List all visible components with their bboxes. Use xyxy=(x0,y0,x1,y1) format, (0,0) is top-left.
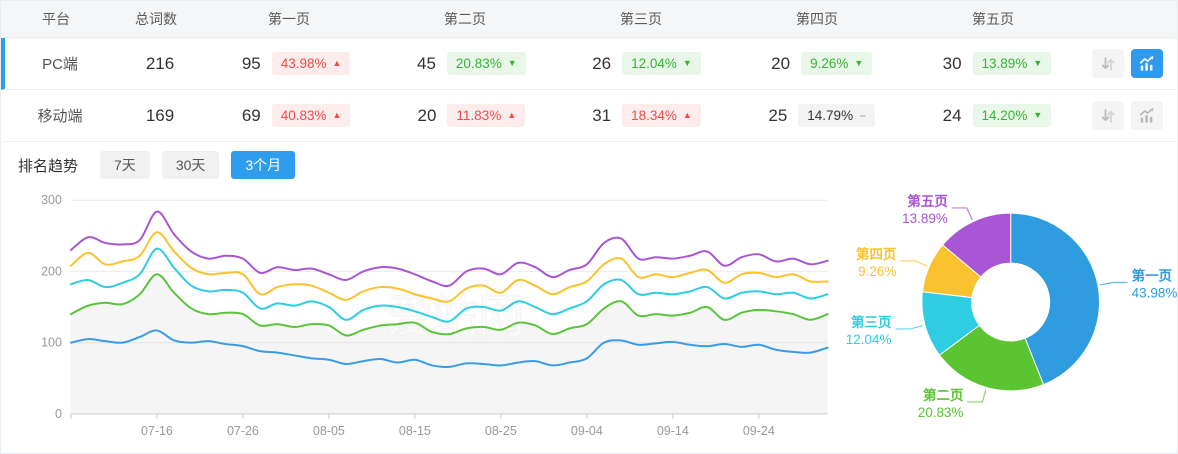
table-row-pc[interactable]: PC端 216 95 43.98% ▲ 45 20.83% ▼ 26 12.04% ▼… xyxy=(1,38,1177,90)
trend-chart-button[interactable] xyxy=(1130,49,1163,78)
change-direction-icon: ▲ xyxy=(507,110,517,120)
svg-text:12.04%: 12.04% xyxy=(845,332,891,347)
page3-stat: 26 12.04% ▼ xyxy=(555,51,730,76)
page-count: 25 xyxy=(768,105,788,125)
svg-text:第一页: 第一页 xyxy=(1131,268,1171,284)
table-row-mobile[interactable]: 移动端 169 69 40.83% ▲ 20 11.83% ▲ 31 18.34% ▲… xyxy=(1,90,1177,142)
change-badge: 18.34% ▲ xyxy=(622,103,701,128)
change-badge: 14.20% ▼ xyxy=(972,103,1052,128)
page-count: 26 xyxy=(592,53,612,73)
col-header-platform: 平台 xyxy=(42,11,70,27)
tab-7-days[interactable]: 7天 xyxy=(100,151,150,179)
change-direction-icon: ▲ xyxy=(682,110,692,120)
page-count: 20 xyxy=(771,53,791,73)
page1-stat: 95 43.98% ▲ xyxy=(205,51,380,76)
change-badge: 9.26% ▼ xyxy=(801,51,873,76)
change-badge: 20.83% ▼ xyxy=(446,51,526,76)
page5-stat: 30 13.89% ▼ xyxy=(906,51,1081,76)
page-count: 95 xyxy=(241,53,261,73)
svg-text:300: 300 xyxy=(41,193,62,207)
page2-stat: 45 20.83% ▼ xyxy=(380,51,555,76)
col-header-page4: 第四页 xyxy=(796,11,838,27)
svg-text:20.83%: 20.83% xyxy=(917,405,963,420)
page-count: 31 xyxy=(592,105,612,125)
change-direction-icon: ▼ xyxy=(854,58,864,68)
rank-table: 平台 总词数 第一页 第二页 第三页 第四页 第五页 PC端 216 95 43… xyxy=(1,1,1177,142)
svg-text:第三页: 第三页 xyxy=(851,314,891,330)
trend-chart-icon xyxy=(1139,107,1154,123)
sort-arrows-icon xyxy=(1101,108,1115,123)
row-actions xyxy=(1081,101,1177,130)
change-badge: 12.04% ▼ xyxy=(622,51,701,76)
tab-3-months[interactable]: 3个月 xyxy=(231,151,296,179)
svg-text:0: 0 xyxy=(55,407,62,421)
svg-text:07-16: 07-16 xyxy=(141,424,173,438)
col-header-page5: 第五页 xyxy=(972,11,1014,27)
change-badge: 13.89% ▼ xyxy=(972,51,1052,76)
col-header-total: 总词数 xyxy=(135,11,177,27)
change-direction-icon: − xyxy=(859,108,867,123)
page2-stat: 20 11.83% ▲ xyxy=(380,103,555,128)
svg-text:100: 100 xyxy=(41,336,62,350)
svg-text:43.98%: 43.98% xyxy=(1131,285,1177,300)
col-header-page3: 第三页 xyxy=(620,11,662,27)
svg-text:09-14: 09-14 xyxy=(657,424,689,438)
svg-text:200: 200 xyxy=(41,264,62,278)
page4-stat: 20 9.26% ▼ xyxy=(731,51,906,76)
svg-text:第四页: 第四页 xyxy=(856,246,896,262)
sort-arrows-icon xyxy=(1101,56,1115,71)
svg-text:第二页: 第二页 xyxy=(923,387,963,403)
charts-area: 爱站网 07-16 07-26 08-05 08-15 08-25 09-04 09-14 09… xyxy=(1,188,1177,452)
change-direction-icon: ▼ xyxy=(682,58,692,68)
svg-text:09-24: 09-24 xyxy=(743,424,775,438)
table-header-row: 平台 总词数 第一页 第二页 第三页 第四页 第五页 xyxy=(1,1,1177,38)
platform-label: PC端 xyxy=(42,56,78,73)
sort-button[interactable] xyxy=(1091,101,1124,130)
total-words-value: 216 xyxy=(145,53,175,73)
row-actions xyxy=(1081,49,1177,78)
svg-text:13.89%: 13.89% xyxy=(902,211,948,226)
change-badge: 11.83% ▲ xyxy=(447,103,526,128)
svg-text:08-15: 08-15 xyxy=(399,424,431,438)
platform-label: 移动端 xyxy=(37,108,83,125)
col-header-page1: 第一页 xyxy=(268,11,310,27)
svg-text:9.26%: 9.26% xyxy=(858,264,896,279)
page-count: 20 xyxy=(417,105,437,125)
svg-text:07-26: 07-26 xyxy=(227,424,259,438)
page5-stat: 24 14.20% ▼ xyxy=(906,103,1081,128)
svg-text:09-04: 09-04 xyxy=(571,424,603,438)
change-direction-icon: ▲ xyxy=(332,58,342,68)
svg-text:08-05: 08-05 xyxy=(313,424,345,438)
trend-chart-icon xyxy=(1139,55,1154,71)
page-count: 69 xyxy=(241,105,261,125)
page-count: 45 xyxy=(417,53,436,73)
trend-toolbar: 排名趋势 7天 30天 3个月 xyxy=(1,142,1177,188)
change-direction-icon: ▲ xyxy=(332,110,342,120)
change-badge: 14.79% − xyxy=(798,103,876,128)
page4-stat: 25 14.79% − xyxy=(731,103,906,128)
change-direction-icon: ▼ xyxy=(1033,58,1043,68)
trend-section-title: 排名趋势 xyxy=(18,157,79,175)
page-count: 30 xyxy=(942,53,962,73)
trend-chart-button[interactable] xyxy=(1130,101,1163,130)
tab-30-days[interactable]: 30天 xyxy=(161,151,220,179)
change-badge: 43.98% ▲ xyxy=(271,51,351,76)
change-badge: 40.83% ▲ xyxy=(271,103,351,128)
page3-stat: 31 18.34% ▲ xyxy=(555,103,730,128)
change-direction-icon: ▼ xyxy=(507,58,517,68)
total-words-value: 169 xyxy=(145,105,175,125)
svg-text:第五页: 第五页 xyxy=(907,193,947,209)
svg-text:08-25: 08-25 xyxy=(485,424,517,438)
col-header-page2: 第二页 xyxy=(444,11,486,27)
page1-stat: 69 40.83% ▲ xyxy=(205,103,380,128)
page-count: 24 xyxy=(942,105,962,125)
change-direction-icon: ▼ xyxy=(1033,110,1043,120)
sort-button[interactable] xyxy=(1091,49,1124,78)
